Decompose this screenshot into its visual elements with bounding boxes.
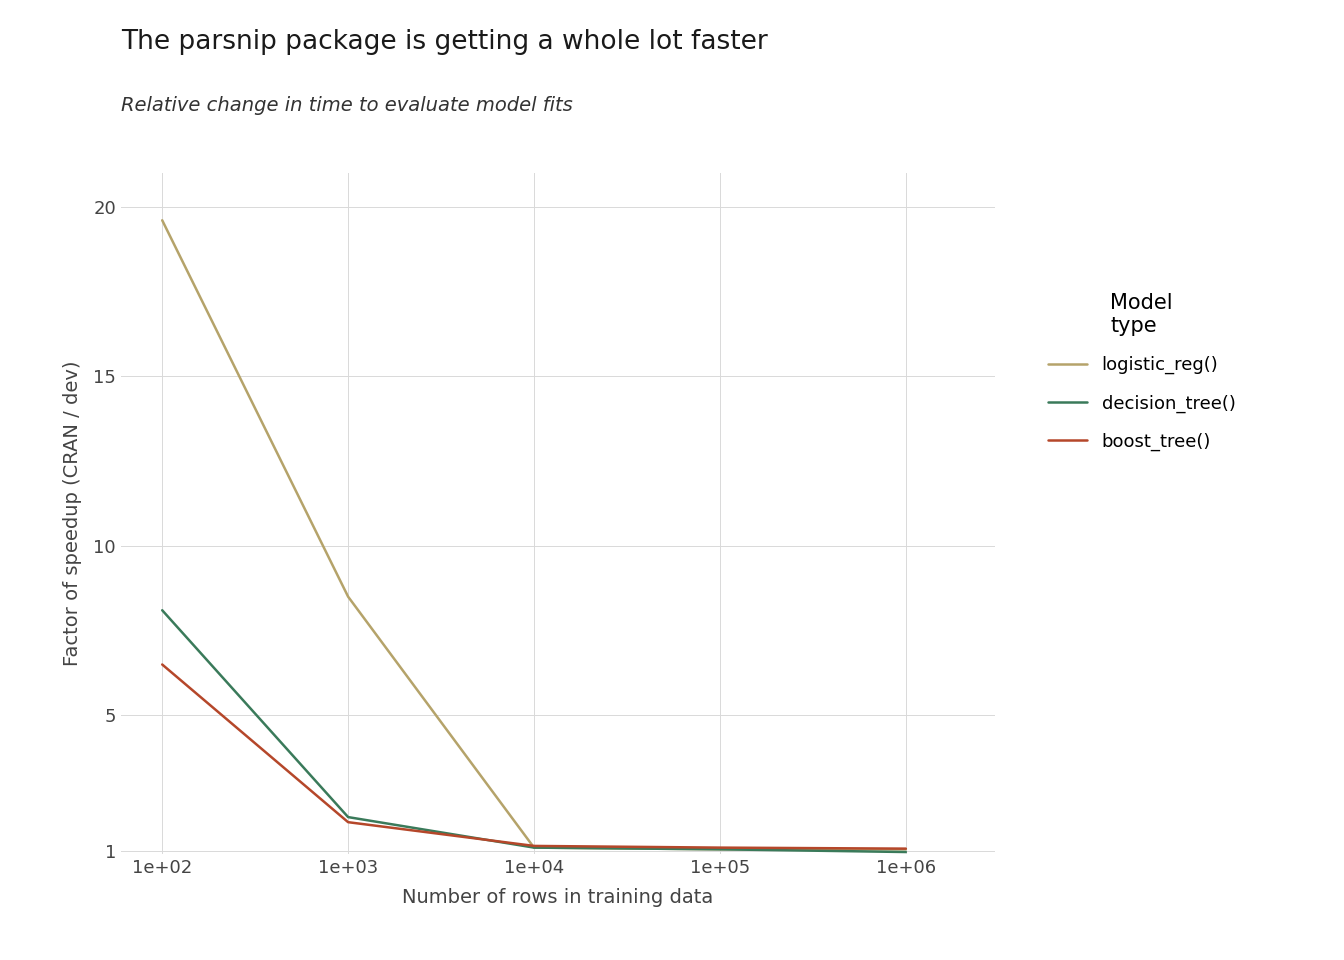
Line: decision_tree(): decision_tree() [163, 611, 906, 852]
Y-axis label: Factor of speedup (CRAN / dev): Factor of speedup (CRAN / dev) [63, 361, 82, 666]
logistic_reg() [526, 842, 542, 853]
decision_tree() [898, 847, 914, 858]
boost_tree() [898, 843, 914, 854]
decision_tree() [155, 605, 171, 616]
decision_tree() [526, 842, 542, 853]
Text: The parsnip package is getting a whole lot faster: The parsnip package is getting a whole l… [121, 29, 767, 55]
logistic_reg() [898, 844, 914, 855]
boost_tree() [155, 659, 171, 670]
Legend: logistic_reg(), decision_tree(), boost_tree(): logistic_reg(), decision_tree(), boost_t… [1039, 284, 1245, 460]
logistic_reg() [155, 214, 171, 226]
logistic_reg() [712, 844, 728, 855]
boost_tree() [712, 842, 728, 853]
Text: Relative change in time to evaluate model fits: Relative change in time to evaluate mode… [121, 96, 573, 115]
boost_tree() [526, 840, 542, 852]
decision_tree() [340, 811, 356, 823]
Line: boost_tree(): boost_tree() [163, 664, 906, 849]
Line: logistic_reg(): logistic_reg() [163, 220, 906, 850]
decision_tree() [712, 844, 728, 855]
X-axis label: Number of rows in training data: Number of rows in training data [402, 888, 714, 907]
boost_tree() [340, 816, 356, 828]
logistic_reg() [340, 591, 356, 603]
